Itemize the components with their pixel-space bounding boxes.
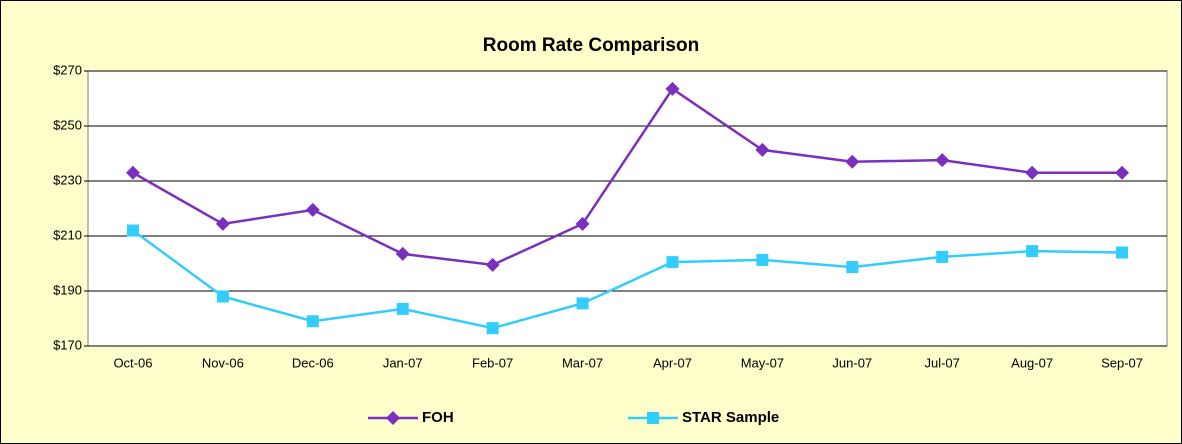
y-tick-label: $210 <box>53 227 82 242</box>
plot-area <box>87 70 1168 347</box>
x-tick-label: Jul-07 <box>924 355 959 370</box>
series-line <box>132 87 1123 267</box>
x-tick-label: Jan-07 <box>383 355 423 370</box>
data-point <box>216 290 229 303</box>
data-point <box>666 256 679 269</box>
x-tick-label: Mar-07 <box>562 355 603 370</box>
data-point <box>575 216 590 231</box>
data-point <box>305 202 320 217</box>
data-point <box>126 224 139 237</box>
x-tick-label: Aug-07 <box>1011 355 1053 370</box>
data-point <box>485 257 500 272</box>
x-tick-label: Apr-07 <box>653 355 692 370</box>
data-point <box>486 322 499 335</box>
y-tick-label: $170 <box>53 337 82 352</box>
y-tick-label: $250 <box>53 117 82 132</box>
data-point <box>395 246 410 261</box>
data-point <box>396 302 409 315</box>
legend-marker <box>386 411 400 425</box>
data-point <box>1115 165 1130 180</box>
x-tick-label: Nov-06 <box>202 355 244 370</box>
y-tick-label: $190 <box>53 282 82 297</box>
data-point <box>845 154 860 169</box>
x-tick-label: Feb-07 <box>472 355 513 370</box>
data-point <box>576 297 589 310</box>
x-tick-label: Jun-07 <box>832 355 872 370</box>
legend-label: FOH <box>422 409 454 426</box>
data-point <box>756 253 769 266</box>
data-point <box>665 81 680 96</box>
y-tick-label: $230 <box>53 172 82 187</box>
data-point <box>755 142 770 157</box>
y-tick-label: $270 <box>53 62 82 77</box>
data-point <box>935 153 950 168</box>
data-point <box>306 315 319 328</box>
chart-title: Room Rate Comparison <box>483 35 699 56</box>
data-point <box>1116 246 1129 259</box>
data-point <box>215 216 230 231</box>
legend-label: STAR Sample <box>682 409 779 426</box>
x-tick-label: Dec-06 <box>292 355 334 370</box>
data-point <box>846 261 859 274</box>
data-point <box>125 165 140 180</box>
data-point <box>936 250 949 263</box>
legend-marker <box>647 412 659 424</box>
data-point <box>1025 165 1040 180</box>
data-point <box>1026 245 1039 258</box>
series-line <box>132 229 1123 330</box>
x-tick-label: May-07 <box>741 355 784 370</box>
x-tick-label: Oct-06 <box>113 355 152 370</box>
x-tick-label: Sep-07 <box>1101 355 1143 370</box>
